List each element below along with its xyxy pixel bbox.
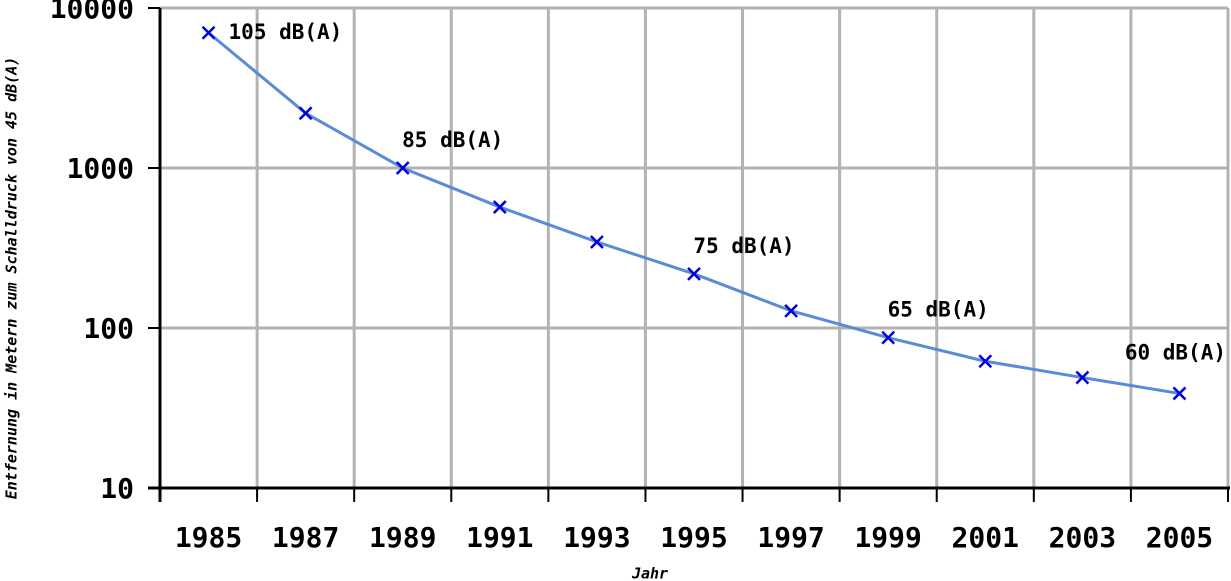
y-tick-label: 10000 [50, 0, 134, 25]
x-tick-label: 1991 [466, 521, 533, 554]
marker [590, 235, 604, 249]
annotation: 65 dB(A) [888, 298, 989, 322]
marker [881, 330, 896, 345]
marker [492, 200, 507, 214]
x-axis-label: Jahr [631, 565, 668, 581]
marker [687, 266, 701, 281]
marker [1172, 386, 1187, 401]
annotation: 60 dB(A) [1125, 340, 1226, 364]
x-tick-label: 2003 [1049, 521, 1116, 554]
marker [1075, 370, 1090, 385]
y-tick-label: 100 [83, 312, 134, 345]
y-tick-label: 10 [100, 472, 134, 505]
x-tick-label: 2001 [952, 521, 1019, 554]
x-tick-label: 1997 [757, 521, 824, 554]
x-tick-label: 1999 [854, 521, 921, 554]
x-tick-label: 1987 [272, 521, 339, 554]
x-tick-label: 1985 [175, 521, 242, 554]
x-tick-label: 1993 [563, 521, 630, 554]
annotation: 85 dB(A) [402, 128, 503, 152]
y-axis-label: Entfernung in Metern zum Schalldruck von… [3, 57, 21, 500]
annotation: 105 dB(A) [229, 20, 343, 44]
marker [298, 106, 313, 121]
annotation: 75 dB(A) [693, 234, 794, 258]
y-tick-label: 1000 [67, 152, 134, 185]
marker [395, 161, 410, 175]
marker [784, 303, 798, 318]
marker [978, 354, 993, 369]
marker [201, 25, 216, 40]
x-tick-label: 1995 [660, 521, 727, 554]
x-tick-label: 2005 [1146, 521, 1213, 554]
x-tick-label: 1989 [369, 521, 436, 554]
